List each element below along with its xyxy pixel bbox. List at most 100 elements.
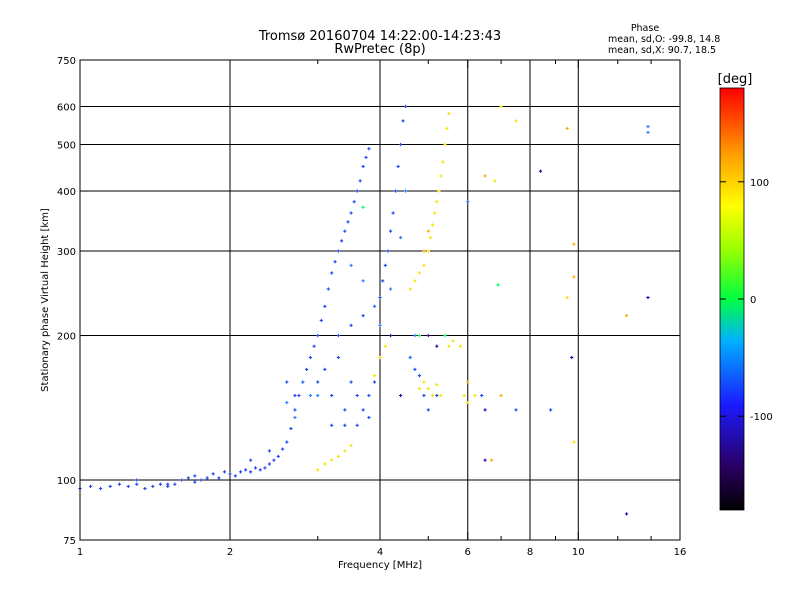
data-point xyxy=(422,263,426,267)
data-point xyxy=(330,271,334,275)
y-tick-label: 200 xyxy=(57,332,76,343)
data-point xyxy=(383,344,387,348)
data-point xyxy=(316,333,320,338)
data-point xyxy=(267,449,272,453)
data-point xyxy=(316,468,320,472)
data-point xyxy=(399,235,403,240)
data-point xyxy=(297,393,301,398)
data-point xyxy=(301,380,305,384)
chart-subtitle: RwPretec (8p) xyxy=(334,42,425,57)
data-point xyxy=(323,367,327,372)
data-point xyxy=(480,393,484,398)
data-point xyxy=(180,478,184,482)
data-point xyxy=(193,474,197,478)
data-point xyxy=(355,393,359,398)
y-tick-label: 500 xyxy=(57,141,76,152)
data-point xyxy=(435,393,439,398)
data-point xyxy=(458,344,463,348)
data-point xyxy=(355,423,359,427)
data-point xyxy=(117,482,122,486)
data-point xyxy=(443,142,447,147)
y-tick-label: 300 xyxy=(57,247,76,258)
data-point xyxy=(439,393,443,398)
data-point xyxy=(349,443,353,448)
x-tick-label: 10 xyxy=(572,547,585,558)
data-point xyxy=(572,242,576,246)
data-point xyxy=(336,333,340,338)
data-point xyxy=(99,486,103,491)
gridlines xyxy=(80,60,680,540)
data-point xyxy=(570,355,574,360)
data-point xyxy=(293,408,297,412)
data-point xyxy=(426,333,430,338)
phase-stat-o: mean, sd,O: -99.8, 14.8 xyxy=(608,34,720,45)
data-point xyxy=(326,287,330,291)
data-point xyxy=(435,383,439,387)
data-point xyxy=(340,239,344,243)
x-tick-label: 6 xyxy=(465,547,471,558)
data-point xyxy=(330,393,334,398)
data-point xyxy=(361,164,365,169)
axis-ticks: 1 2 4 6 8 10 16 75 100 200 300 400 500 600 750 xyxy=(57,56,686,558)
data-point xyxy=(646,130,650,134)
data-point xyxy=(408,287,412,291)
data-points xyxy=(78,104,650,516)
data-point xyxy=(493,179,497,183)
data-point xyxy=(199,478,203,482)
data-point xyxy=(499,104,503,109)
data-point xyxy=(417,271,422,275)
data-point xyxy=(336,355,340,360)
data-point xyxy=(624,314,629,318)
data-point xyxy=(372,380,377,384)
data-point xyxy=(361,408,365,412)
data-point xyxy=(388,229,393,233)
data-point xyxy=(280,447,285,451)
data-point xyxy=(403,104,408,109)
data-point xyxy=(646,124,650,129)
data-point xyxy=(538,169,543,173)
data-point xyxy=(143,486,147,491)
data-point xyxy=(437,189,441,193)
phase-stat-x: mean, sd,X: 90.7, 18.5 xyxy=(608,45,716,56)
data-point xyxy=(408,355,412,360)
data-point xyxy=(399,142,403,147)
data-point xyxy=(349,211,353,215)
data-point xyxy=(352,200,356,204)
data-point xyxy=(417,387,422,391)
data-point xyxy=(490,458,494,462)
data-point xyxy=(364,155,368,160)
data-point xyxy=(646,295,650,300)
data-point xyxy=(399,393,403,398)
y-tick-label: 100 xyxy=(57,476,76,487)
data-point xyxy=(413,333,417,338)
data-point xyxy=(361,314,365,318)
data-point xyxy=(439,174,443,178)
data-point xyxy=(430,393,435,398)
data-point xyxy=(466,200,470,204)
data-point xyxy=(367,393,371,398)
data-point xyxy=(308,355,313,360)
phase-colorbar: [deg] 100 0 -100 xyxy=(718,72,773,511)
data-point xyxy=(396,164,400,169)
x-tick-label: 1 xyxy=(77,547,83,558)
data-point xyxy=(447,344,451,348)
y-tick-label: 400 xyxy=(57,187,76,198)
data-point xyxy=(462,393,466,398)
data-point xyxy=(222,470,227,474)
data-point xyxy=(473,393,477,398)
data-point xyxy=(135,478,139,482)
data-point xyxy=(565,126,569,131)
data-point xyxy=(403,189,408,193)
data-point xyxy=(514,408,518,412)
data-point xyxy=(336,454,340,459)
data-point xyxy=(272,458,276,462)
data-point xyxy=(483,458,487,462)
data-point xyxy=(499,393,503,398)
data-point xyxy=(343,408,347,412)
data-point xyxy=(386,249,390,253)
data-point xyxy=(258,468,262,472)
data-point xyxy=(233,474,237,478)
data-point xyxy=(378,295,382,300)
phase-label: Phase xyxy=(631,23,660,34)
data-point xyxy=(445,126,449,131)
